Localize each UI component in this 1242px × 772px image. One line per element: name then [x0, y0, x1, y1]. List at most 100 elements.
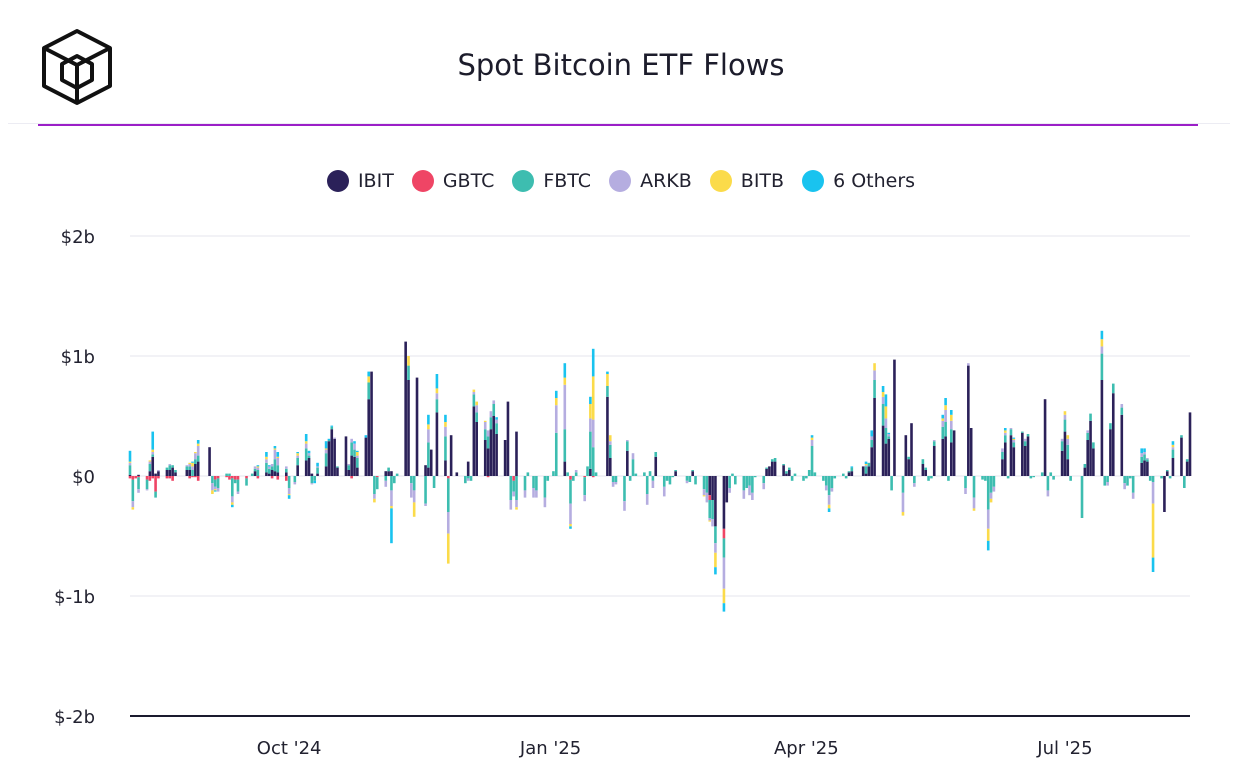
bar-segment	[563, 363, 567, 378]
bar-segment	[930, 476, 933, 479]
bar-segment	[353, 449, 356, 457]
bar-segment	[788, 470, 791, 476]
bar-segment	[1171, 447, 1175, 450]
bar-segment	[884, 418, 888, 428]
bar-segment	[265, 456, 268, 460]
bar-segment	[194, 459, 197, 464]
bar-segment	[512, 480, 515, 492]
bar-segment	[1148, 476, 1152, 481]
legend-item-bitb[interactable]: BITB	[709, 170, 784, 192]
bar-segment	[270, 476, 274, 479]
bar-segment	[972, 476, 976, 498]
legend-item-gbtc[interactable]: GBTC	[411, 170, 494, 192]
bar-segment	[276, 472, 280, 476]
bar-segment	[333, 438, 336, 476]
bar-segment	[913, 476, 916, 484]
bar-segment	[665, 476, 669, 481]
bar-segment	[583, 495, 586, 502]
bar-segment	[674, 471, 677, 476]
bar-segment	[213, 479, 217, 487]
bar-segment	[236, 476, 240, 480]
bar-segment	[722, 538, 726, 558]
legend-item-others[interactable]: 6 Others	[802, 170, 915, 192]
legend-item-fbtc[interactable]: FBTC	[512, 170, 591, 192]
bar-segment	[745, 476, 748, 488]
bar-segment	[773, 461, 777, 476]
bar-segment	[466, 478, 470, 481]
bar-segment	[512, 476, 515, 481]
bar-segment	[1060, 438, 1064, 442]
bar-segment	[1089, 413, 1092, 421]
bar-segment	[489, 411, 493, 418]
bar-segment	[586, 466, 589, 476]
bar-segment	[1185, 459, 1189, 462]
bar-segment	[702, 495, 706, 497]
bar-segment	[705, 492, 709, 503]
bar-segment	[773, 458, 777, 462]
bar-segment	[373, 494, 376, 499]
bar-segment	[591, 476, 595, 478]
bar-segment	[407, 365, 410, 380]
bar-segment	[1066, 438, 1070, 445]
bar-segment	[722, 528, 726, 539]
bar-segment	[131, 507, 135, 510]
bar-segment	[810, 435, 814, 438]
bar-segment	[367, 371, 371, 377]
bar-segment	[1066, 435, 1070, 439]
bar-segment	[330, 426, 334, 430]
bar-segment	[782, 465, 785, 476]
bar-segment	[390, 471, 393, 476]
legend-item-arkb[interactable]: ARKB	[609, 170, 692, 192]
bar-segment	[1021, 432, 1024, 476]
bar-segment	[742, 490, 746, 499]
bar-segment	[276, 458, 280, 466]
bar-segment	[410, 476, 413, 484]
bar-segment	[765, 467, 768, 469]
bar-segment	[873, 363, 876, 371]
bar-segment	[810, 440, 814, 446]
bar-segment	[194, 476, 197, 478]
bar-segment	[944, 436, 947, 476]
bar-segment	[944, 398, 947, 406]
bar-segment	[287, 495, 291, 499]
bar-segment	[231, 502, 234, 505]
bar-segment	[356, 467, 359, 476]
bar-segment	[807, 470, 811, 476]
bar-segment	[137, 476, 140, 478]
bar-segment	[515, 507, 518, 510]
bar-segment	[174, 470, 177, 473]
bar-segment	[424, 465, 427, 476]
bar-segment	[253, 468, 257, 472]
bar-segment	[884, 406, 888, 419]
bar-segment	[1143, 454, 1146, 461]
bar-segment	[554, 398, 558, 406]
bar-segment	[881, 386, 885, 392]
bar-segment	[1106, 476, 1109, 482]
bar-segment	[304, 441, 308, 444]
bar-segment	[788, 467, 791, 470]
bar-segment	[685, 480, 689, 484]
bar-segment	[296, 465, 299, 476]
legend-item-ibit[interactable]: IBIT	[326, 170, 394, 192]
bar-segment	[145, 476, 149, 480]
bar-segment	[148, 460, 152, 462]
bar-segment	[492, 416, 496, 476]
bar-segment	[265, 459, 268, 463]
bar-segment	[1089, 420, 1092, 476]
bar-segment	[1188, 412, 1192, 476]
bar-segment	[188, 464, 191, 467]
bar-segment	[728, 476, 731, 488]
bar-segment	[569, 524, 572, 527]
bar-segment	[208, 447, 211, 476]
bar-segment	[594, 472, 598, 476]
bar-segment	[770, 459, 774, 462]
bar-segment	[509, 500, 513, 510]
bar-segment	[986, 540, 990, 551]
bar-segment	[685, 476, 689, 481]
bar-segment	[1023, 438, 1027, 442]
bar-segment	[412, 502, 416, 517]
bar-segment	[1100, 380, 1104, 476]
bar-segment	[762, 483, 766, 490]
bar-segment	[1160, 476, 1163, 479]
bar-segment	[324, 449, 328, 454]
